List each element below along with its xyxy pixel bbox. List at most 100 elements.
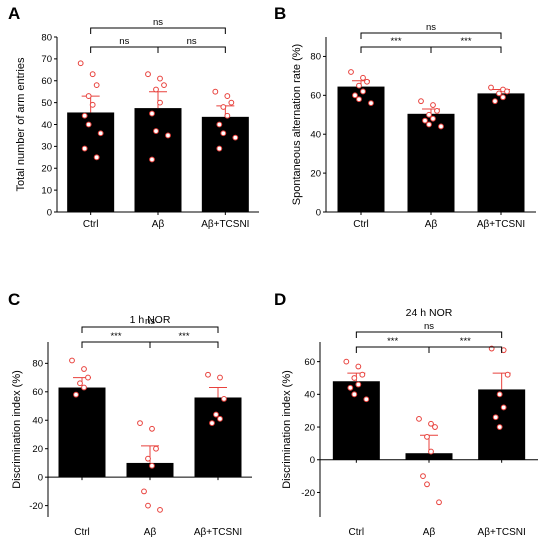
data-point [360, 88, 366, 95]
data-point [416, 415, 422, 422]
data-point [81, 366, 87, 372]
bar [337, 86, 385, 212]
data-point [97, 130, 104, 137]
data-point [496, 391, 503, 398]
y-tick-label: 0 [316, 207, 321, 218]
data-point [432, 424, 438, 430]
data-point [220, 104, 227, 110]
y-tick-label: 80 [310, 52, 321, 63]
data-point [368, 100, 374, 107]
data-point [352, 92, 358, 99]
data-point [153, 86, 159, 93]
data-point [165, 132, 171, 139]
data-point [504, 88, 510, 95]
data-point [434, 107, 440, 114]
y-tick-label: 20 [41, 164, 52, 175]
data-point [149, 156, 155, 163]
data-point [500, 94, 506, 101]
data-point [77, 60, 84, 67]
y-tick-label: 80 [41, 32, 52, 43]
data-point [145, 455, 151, 462]
y-tick-label: -20 [29, 501, 43, 512]
data-point [77, 380, 83, 387]
y-tick-label: 40 [310, 130, 321, 141]
x-tick-label: Aβ+TCSNI [477, 219, 525, 230]
significance-bracket [360, 46, 432, 53]
data-point [217, 374, 223, 381]
significance-bracket [157, 46, 226, 53]
data-point [220, 130, 227, 137]
y-tick-label: 0 [310, 455, 315, 466]
y-axis-label: Discrimination index (%) [281, 370, 293, 489]
bar [478, 389, 526, 460]
data-point [137, 420, 143, 426]
y-tick-label: 60 [304, 357, 315, 368]
x-tick-label: Ctrl [74, 527, 90, 538]
chart-title: 1 h NOR [130, 314, 171, 326]
significance-label: ns [426, 22, 436, 33]
data-point [209, 420, 215, 426]
significance-bracket [360, 32, 502, 39]
data-point [426, 121, 432, 128]
data-point [85, 121, 92, 128]
y-tick-label: 30 [41, 142, 52, 153]
data-point [149, 462, 155, 469]
data-point [145, 502, 151, 509]
data-point [364, 78, 370, 85]
significance-bracket [428, 346, 503, 353]
bar [201, 116, 249, 212]
x-tick-label: Ctrl [353, 219, 369, 230]
data-point [428, 448, 434, 455]
data-point [492, 414, 499, 421]
data-point [424, 481, 430, 488]
data-point [492, 98, 498, 105]
data-point [149, 110, 155, 117]
data-point [157, 506, 163, 513]
data-point [69, 357, 75, 364]
bar [405, 453, 453, 460]
data-point [157, 99, 163, 106]
y-axis-label: Discrimination index (%) [11, 370, 23, 489]
data-point [422, 117, 428, 124]
y-tick-label: 0 [38, 472, 43, 483]
y-axis-label: Spontaneous alternation rate (%) [291, 44, 303, 205]
data-point [224, 112, 231, 119]
data-point [161, 82, 167, 89]
data-point [355, 381, 362, 388]
y-tick-label: 80 [32, 359, 43, 370]
panel-a: A 0 10 20 30 40 50 60 70 80 Ctrl Aβ Aβ+TCSNI Total nu… [8, 4, 259, 230]
panel-letter: C [8, 290, 20, 309]
data-point [436, 499, 442, 506]
significance-bracket [90, 46, 159, 53]
significance-label: ns [145, 316, 155, 327]
x-tick-label: Aβ+TCSNI [478, 527, 526, 538]
x-tick-label: Aβ [425, 219, 438, 230]
data-point [363, 396, 370, 403]
significance-label: ns [119, 36, 129, 47]
significance-bracket [149, 341, 219, 348]
data-point [93, 154, 100, 161]
data-point [157, 75, 163, 82]
panel-letter: A [8, 4, 20, 23]
significance-label: *** [390, 36, 401, 47]
x-tick-label: Ctrl [349, 527, 365, 538]
significance-bracket [355, 346, 430, 353]
y-tick-label: 60 [32, 387, 43, 398]
significance-label: ns [153, 17, 163, 28]
bar [67, 112, 115, 212]
data-point [351, 375, 358, 381]
data-point [213, 411, 219, 418]
y-tick-label: 40 [32, 416, 43, 427]
data-point [85, 93, 92, 99]
significance-bracket [81, 326, 219, 333]
data-point [93, 82, 100, 89]
y-tick-label: 40 [41, 120, 52, 131]
data-point [217, 415, 223, 422]
data-point [232, 134, 239, 141]
bar [126, 462, 174, 478]
data-point [356, 96, 362, 103]
x-tick-label: Ctrl [83, 219, 99, 230]
data-point [488, 84, 494, 91]
data-point [418, 98, 424, 105]
data-point [348, 69, 354, 75]
